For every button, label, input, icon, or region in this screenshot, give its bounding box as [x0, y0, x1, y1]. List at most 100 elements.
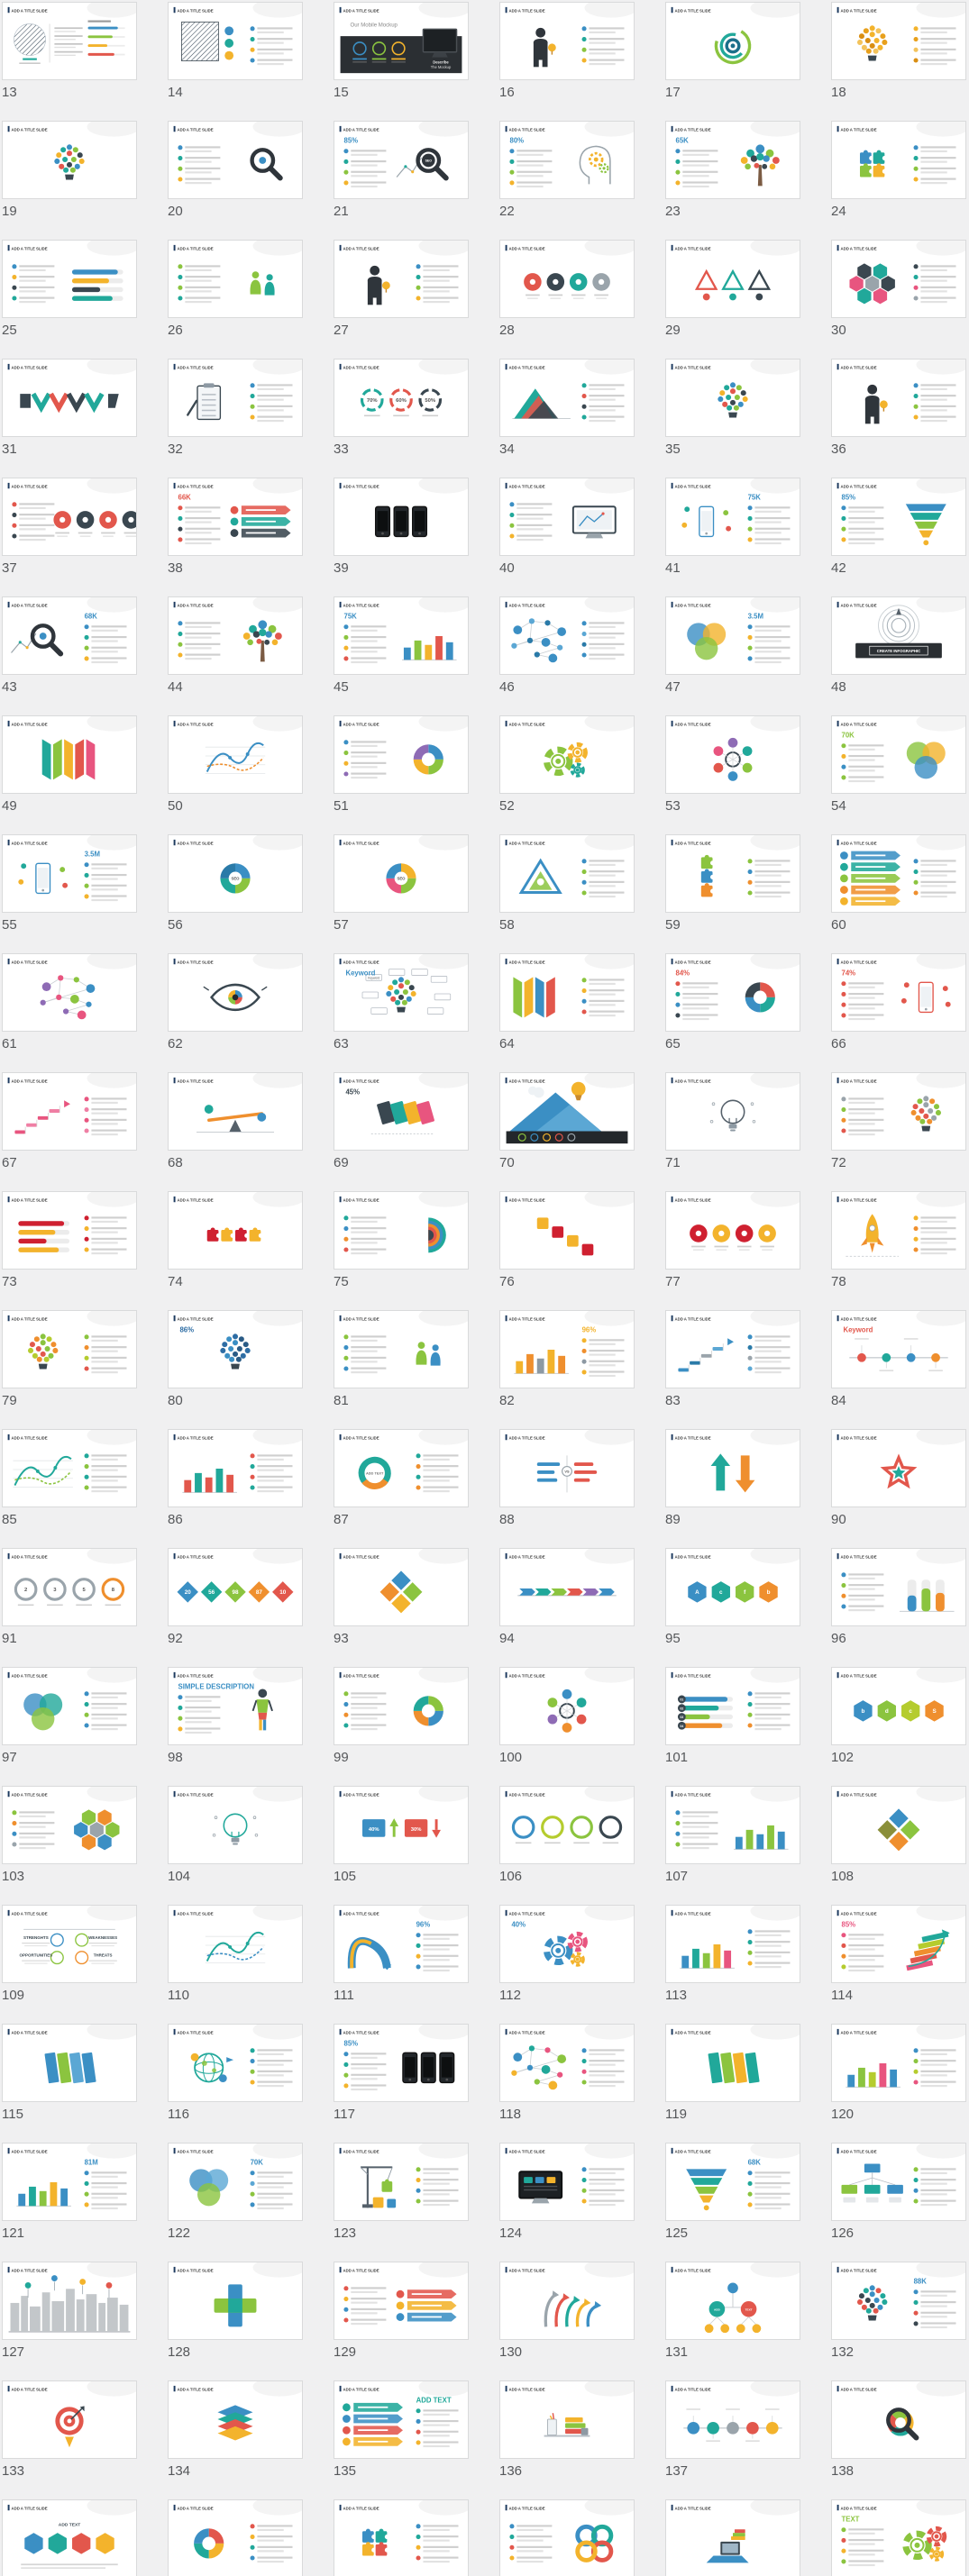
- slide-thumbnail[interactable]: ADD A TITLE SLIDE 40% 30%: [334, 1786, 469, 1864]
- slide-thumbnail[interactable]: ADD A TITLE SLIDE 75K: [665, 478, 800, 556]
- slide-thumbnail[interactable]: ADD A TITLE SLIDE SEO: [168, 834, 303, 913]
- slide-thumbnail[interactable]: ADD A TITLE SLIDE: [2, 1310, 137, 1388]
- slide-thumbnail[interactable]: ADD A TITLE SLIDE: [168, 596, 303, 675]
- slide-thumbnail[interactable]: ADD A TITLE SLIDE 66K: [168, 478, 303, 556]
- slide-thumbnail[interactable]: ADD A TITLE SLIDE: [831, 2143, 966, 2221]
- slide-thumbnail[interactable]: ADD A TITLE SLIDE 80%: [499, 121, 635, 199]
- slide-thumbnail[interactable]: ADD A TITLE SLIDE: [2, 2, 137, 80]
- slide-thumbnail[interactable]: ADD A TITLE SLIDE: [334, 240, 469, 318]
- slide-thumbnail[interactable]: ADD A TITLE SLIDE: [499, 596, 635, 675]
- slide-thumbnail[interactable]: ADD A TITLE SLIDE: [2, 1072, 137, 1151]
- slide-thumbnail[interactable]: ADD A TITLE SLIDE: [334, 2143, 469, 2221]
- slide-thumbnail[interactable]: ADD A TITLE SLIDE STRENGHTS WEAKNESSES OPPO…: [2, 1905, 137, 1983]
- slide-thumbnail[interactable]: ADD A TITLE SLIDE 3.5M: [665, 596, 800, 675]
- slide-thumbnail[interactable]: ADD A TITLE SLIDE b d c S: [831, 1667, 966, 1745]
- slide-thumbnail[interactable]: ADD A TITLE SLIDE: [499, 478, 635, 556]
- slide-thumbnail[interactable]: ADD A TITLE SLIDE ADD TEXT: [334, 2380, 469, 2459]
- slide-thumbnail[interactable]: ADD A TITLE SLIDE: [499, 1191, 635, 1270]
- slide-thumbnail[interactable]: ADD A TITLE SLIDE 20 56 98 87 10: [168, 1548, 303, 1626]
- slide-thumbnail[interactable]: ADD A TITLE SLIDE: [334, 1667, 469, 1745]
- slide-thumbnail[interactable]: ADD A TITLE SLIDE: [334, 1310, 469, 1388]
- slide-thumbnail[interactable]: ADD A TITLE SLIDE 70K: [168, 2143, 303, 2221]
- slide-thumbnail[interactable]: ADD A TITLE SLIDE: [334, 1191, 469, 1270]
- slide-thumbnail[interactable]: ADD A TITLE SLIDE: [168, 1191, 303, 1270]
- slide-thumbnail[interactable]: ADD A TITLE SLIDE: [499, 359, 635, 437]
- slide-thumbnail[interactable]: ADD A TITLE SLIDE: [665, 2, 800, 80]
- slide-thumbnail[interactable]: ADD A TITLE SLIDE: [499, 1786, 635, 1864]
- slide-thumbnail[interactable]: ADD A TITLE SLIDE TEXT: [831, 2499, 966, 2576]
- slide-thumbnail[interactable]: ADD A TITLE SLIDE 85%: [831, 478, 966, 556]
- slide-thumbnail[interactable]: ADD A TITLE SLIDE: [831, 2024, 966, 2102]
- slide-thumbnail[interactable]: ADD A TITLE SLIDE CREATE INFOGRAPHIC: [831, 596, 966, 675]
- slide-thumbnail[interactable]: ADD A TITLE SLIDE: [168, 2024, 303, 2102]
- slide-thumbnail[interactable]: ADD A TITLE SLIDE 45%: [334, 1072, 469, 1151]
- slide-thumbnail[interactable]: ADD A TITLE SLIDE: [499, 2024, 635, 2102]
- slide-thumbnail[interactable]: ADD A TITLE SLIDE: [665, 2380, 800, 2459]
- slide-thumbnail[interactable]: ADD A TITLE SLIDE SIMPLE DESCRIPTION: [168, 1667, 303, 1745]
- slide-thumbnail[interactable]: ADD A TITLE SLIDE: [499, 240, 635, 318]
- slide-thumbnail[interactable]: ADD A TITLE SLIDE 65K: [665, 121, 800, 199]
- slide-thumbnail[interactable]: ADD A TITLE SLIDE: [831, 121, 966, 199]
- slide-thumbnail[interactable]: ADD A TITLE SLIDE 2 3 5 8: [2, 1548, 137, 1626]
- slide-thumbnail[interactable]: ADD A TITLE SLIDE: [831, 834, 966, 913]
- slide-thumbnail[interactable]: ADD A TITLE SLIDE: [831, 1191, 966, 1270]
- slide-thumbnail[interactable]: ADD A TITLE SLIDE: [831, 1548, 966, 1626]
- slide-thumbnail[interactable]: ADD A TITLE SLIDE: [665, 2024, 800, 2102]
- slide-thumbnail[interactable]: ADD A TITLE SLIDE: [168, 359, 303, 437]
- slide-thumbnail[interactable]: ADD A TITLE SLIDE 85%: [831, 1905, 966, 1983]
- slide-thumbnail[interactable]: ADD A TITLE SLIDE: [2, 715, 137, 794]
- slide-thumbnail[interactable]: ADD A TITLE SLIDE: [831, 359, 966, 437]
- slide-thumbnail[interactable]: ADD A TITLE SLIDE 01 02 03 04: [665, 1667, 800, 1745]
- slide-thumbnail[interactable]: ADD A TITLE SLIDE: [168, 2, 303, 80]
- slide-thumbnail[interactable]: ADD A TITLE SLIDE: [168, 953, 303, 1032]
- slide-thumbnail[interactable]: ADD A TITLE SLIDE: [334, 715, 469, 794]
- slide-thumbnail[interactable]: ADD A TITLE SLIDE 68K: [665, 2143, 800, 2221]
- slide-thumbnail[interactable]: ADD A TITLE SLIDE: [831, 1786, 966, 1864]
- slide-thumbnail[interactable]: ADD A TITLE SLIDE ADD TEXT: [2, 2499, 137, 2576]
- slide-thumbnail[interactable]: ADD A TITLE SLIDE: [831, 1429, 966, 1507]
- slide-thumbnail[interactable]: ADD A TITLE SLIDE: [2, 2380, 137, 2459]
- slide-thumbnail[interactable]: ADD A TITLE SLIDE: [831, 2, 966, 80]
- slide-thumbnail[interactable]: ADD A TITLE SLIDE 68K: [2, 596, 137, 675]
- slide-thumbnail[interactable]: ADD A TITLE SLIDE 74%: [831, 953, 966, 1032]
- slide-thumbnail[interactable]: ADD A TITLE SLIDE 3.5M: [2, 834, 137, 913]
- slide-thumbnail[interactable]: ADD A TITLE SLIDE VS: [499, 1429, 635, 1507]
- slide-thumbnail[interactable]: ADD A TITLE SLIDE: [499, 1072, 635, 1151]
- slide-thumbnail[interactable]: ADD A TITLE SLIDE 85%: [334, 2024, 469, 2102]
- slide-thumbnail[interactable]: ADD A TITLE SLIDE: [499, 2499, 635, 2576]
- slide-thumbnail[interactable]: ADD A TITLE SLIDE 96%: [334, 1905, 469, 1983]
- slide-thumbnail[interactable]: ADD A TITLE SLIDE: [168, 2262, 303, 2340]
- slide-thumbnail[interactable]: ADD A TITLE SLIDE: [499, 1548, 635, 1626]
- slide-thumbnail[interactable]: ADD A TITLE SLIDE: [831, 1072, 966, 1151]
- slide-thumbnail[interactable]: ADD A TITLE SLIDE: [665, 1191, 800, 1270]
- slide-thumbnail[interactable]: ADD A TITLE SLIDE: [499, 715, 635, 794]
- slide-thumbnail[interactable]: ADD A TITLE SLIDE: [665, 1905, 800, 1983]
- slide-thumbnail[interactable]: ADD A TITLE SLIDE 81M: [2, 2143, 137, 2221]
- slide-thumbnail[interactable]: ADD A TITLE SLIDE: [499, 834, 635, 913]
- slide-thumbnail[interactable]: ADD A TITLE SLIDE 86%: [168, 1310, 303, 1388]
- slide-thumbnail[interactable]: ADD A TITLE SLIDE Keyword: [831, 1310, 966, 1388]
- slide-thumbnail[interactable]: ADD A TITLE SLIDE ADD TEXT: [665, 2262, 800, 2340]
- slide-thumbnail[interactable]: ADD A TITLE SLIDE: [665, 834, 800, 913]
- slide-thumbnail[interactable]: ADD A TITLE SLIDE: [334, 2262, 469, 2340]
- slide-thumbnail[interactable]: ADD A TITLE SLIDE: [168, 2380, 303, 2459]
- slide-thumbnail[interactable]: ADD A TITLE SLIDE: [665, 240, 800, 318]
- slide-thumbnail[interactable]: ADD A TITLE SLIDE: [2, 953, 137, 1032]
- slide-thumbnail[interactable]: ADD A TITLE SLIDE: [2, 359, 137, 437]
- slide-thumbnail[interactable]: ADD A TITLE SLIDE: [168, 240, 303, 318]
- slide-thumbnail[interactable]: ADD A TITLE SLIDE: [499, 2143, 635, 2221]
- slide-thumbnail[interactable]: ADD A TITLE SLIDE ADD TEXT: [334, 1429, 469, 1507]
- slide-thumbnail[interactable]: ADD A TITLE SLIDE: [499, 953, 635, 1032]
- slide-thumbnail[interactable]: ADD A TITLE SLIDE: [2, 1786, 137, 1864]
- slide-thumbnail[interactable]: ADD A TITLE SLIDE 70K: [831, 715, 966, 794]
- slide-thumbnail[interactable]: ADD A TITLE SLIDE: [2, 2262, 137, 2340]
- slide-thumbnail[interactable]: ADD A TITLE SLIDE: [665, 1786, 800, 1864]
- slide-thumbnail[interactable]: ADD A TITLE SLIDE: [831, 2380, 966, 2459]
- slide-thumbnail[interactable]: ADD A TITLE SLIDE Our Mobile Mockup Descri…: [334, 2, 469, 80]
- slide-thumbnail[interactable]: ADD A TITLE SLIDE: [2, 2024, 137, 2102]
- slide-thumbnail[interactable]: ADD A TITLE SLIDE: [665, 2499, 800, 2576]
- slide-thumbnail[interactable]: ADD A TITLE SLIDE: [831, 240, 966, 318]
- slide-thumbnail[interactable]: ADD A TITLE SLIDE: [334, 2499, 469, 2576]
- slide-thumbnail[interactable]: ADD A TITLE SLIDE: [168, 1429, 303, 1507]
